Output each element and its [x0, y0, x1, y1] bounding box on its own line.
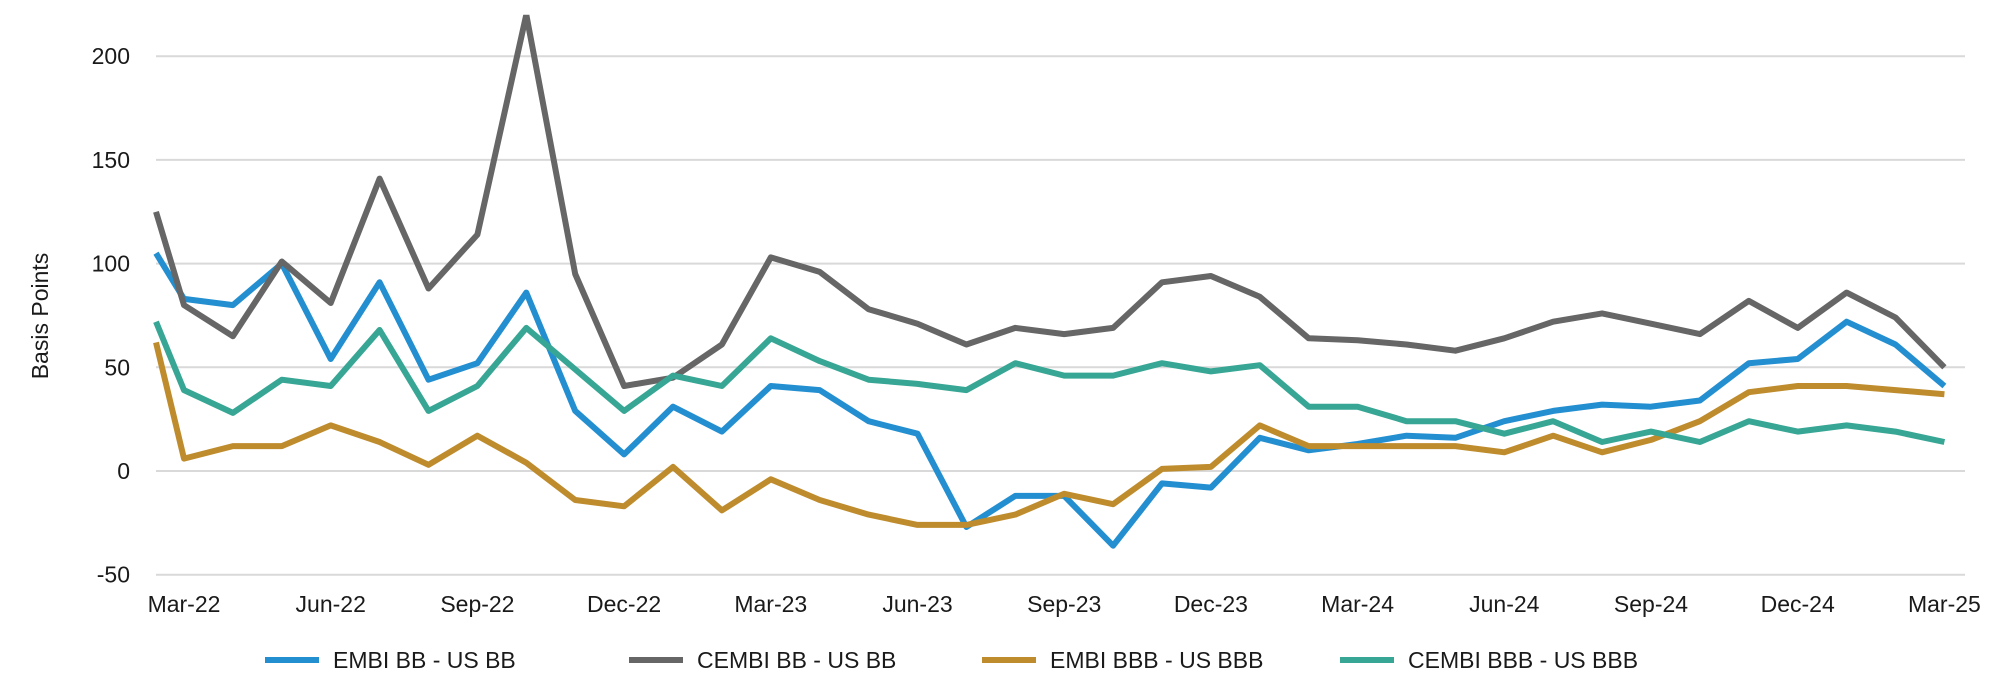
legend-label: EMBI BB - US BB: [333, 647, 516, 673]
legend-item: CEMBI BB - US BB: [629, 647, 896, 673]
legend: EMBI BB - US BB CEMBI BB - US BB EMBI BBB …: [265, 647, 1638, 673]
series-line-embi-bb-us-bb: [153, 251, 1947, 549]
x-tick-label: Sep-22: [440, 591, 514, 617]
y-tick-label: -50: [97, 562, 130, 588]
legend-label: EMBI BBB - US BBB: [1050, 647, 1263, 673]
x-tick-label: Dec-23: [1174, 591, 1248, 617]
series-line-cembi-bb-us-bb: [153, 14, 1947, 389]
series-line-embi-bbb-us-bbb: [153, 341, 1945, 528]
x-tick-label: Jun-23: [882, 591, 952, 617]
y-axis-label: Basis Points: [27, 253, 53, 380]
legend-item: EMBI BBB - US BBB: [982, 647, 1263, 673]
x-axis-ticks: Mar-22 Jun-22 Sep-22 Dec-22 Mar-23 Jun-23 Sep-…: [148, 591, 1981, 617]
x-tick-label: Jun-22: [296, 591, 366, 617]
legend-item: EMBI BB - US BB: [265, 647, 516, 673]
x-tick-label: Jun-24: [1469, 591, 1540, 617]
y-axis-ticks: -50 0 50 100 150 200: [92, 43, 130, 588]
x-tick-label: Mar-23: [734, 591, 807, 617]
x-tick-label: Sep-24: [1614, 591, 1688, 617]
series-lines: [153, 14, 1947, 549]
y-tick-label: 0: [117, 458, 130, 484]
x-tick-label: Mar-25: [1908, 591, 1981, 617]
legend-label: CEMBI BB - US BB: [697, 647, 896, 673]
y-tick-label: 200: [92, 43, 130, 69]
x-tick-label: Dec-22: [587, 591, 661, 617]
y-tick-label: 150: [92, 147, 130, 173]
x-tick-label: Sep-23: [1027, 591, 1101, 617]
x-tick-label: Mar-22: [148, 591, 221, 617]
legend-item: CEMBI BBB - US BBB: [1340, 647, 1638, 673]
x-tick-label: Mar-24: [1321, 591, 1394, 617]
series-line-cembi-bbb-us-bbb: [153, 320, 1946, 445]
legend-label: CEMBI BBB - US BBB: [1408, 647, 1638, 673]
x-tick-label: Dec-24: [1761, 591, 1835, 617]
y-tick-label: 50: [104, 354, 130, 380]
y-tick-label: 100: [92, 251, 130, 277]
